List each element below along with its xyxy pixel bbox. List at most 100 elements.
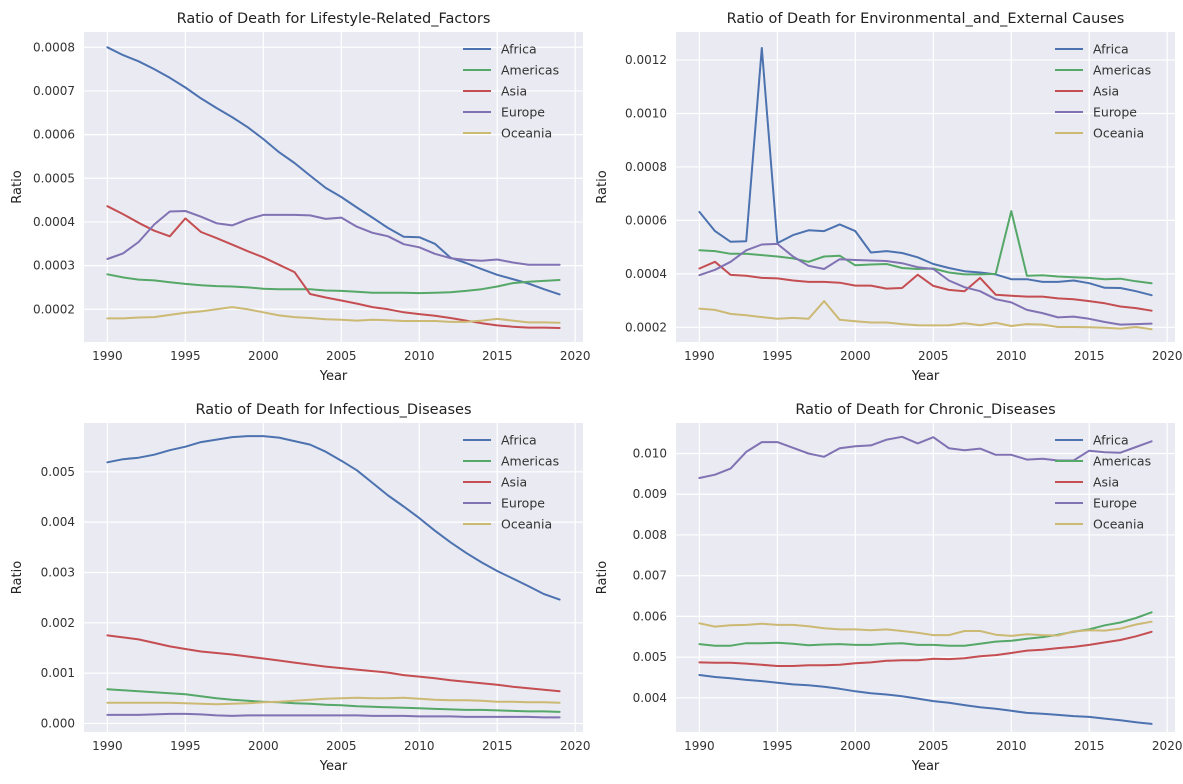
y-axis-label: Ratio	[595, 561, 610, 594]
x-tick-label: 2010	[404, 739, 435, 753]
x-tick-label: 2000	[840, 349, 871, 363]
x-axis-label: Year	[319, 369, 348, 384]
series-line-oceania	[106, 306, 561, 324]
y-tick-label: 0.000	[41, 716, 75, 730]
chart-1: 1990 1995 2000 2005 2010 2015 2020 0.0002 0.0003…	[10, 11, 590, 384]
y-tick-label: 0.004	[41, 515, 75, 529]
x-tick-label: 2005	[326, 739, 357, 753]
legend-label: Asia	[501, 475, 527, 490]
y-tick-label: 0.0005	[33, 171, 75, 185]
series-line-asia	[698, 630, 1153, 667]
legend-label: Americas	[501, 63, 559, 78]
x-axis-label: Year	[911, 759, 940, 774]
x-tick-label: 2015	[482, 349, 513, 363]
x-tick-label: 2010	[996, 349, 1027, 363]
series-line-europe	[698, 435, 1153, 479]
y-tick-label: 0.005	[633, 650, 667, 664]
y-tick-label: 0.010	[633, 447, 667, 461]
legend-label: Asia	[1093, 84, 1119, 99]
y-tick-label: 0.0003	[33, 259, 75, 273]
y-tick-label: 0.0006	[33, 128, 75, 142]
chart-title: Ratio of Death for Lifestyle-Related_Fac…	[177, 11, 491, 27]
legend-label: Oceania	[501, 517, 552, 532]
legend-label: Oceania	[1093, 126, 1144, 141]
y-tick-label: 0.001	[41, 666, 75, 680]
y-tick-label: 0.0012	[625, 53, 667, 67]
y-tick-label: 0.0008	[625, 160, 667, 174]
x-tick-label: 1990	[684, 349, 715, 363]
x-tick-label: 1995	[762, 739, 793, 753]
y-tick-label: 0.003	[41, 565, 75, 579]
legend-label: Africa	[501, 42, 537, 57]
series-line-africa	[698, 47, 1153, 297]
x-tick-label: 2020	[1152, 739, 1183, 753]
legend-label: Americas	[501, 454, 559, 469]
y-axis-label: Ratio	[595, 170, 610, 203]
x-axis-label: Year	[911, 369, 940, 384]
plot-area	[676, 423, 1175, 732]
y-tick-label: 0.0006	[625, 213, 667, 227]
y-tick-label: 0.0004	[625, 267, 667, 281]
y-tick-label: 0.0004	[33, 215, 75, 229]
y-tick-label: 0.008	[633, 528, 667, 542]
y-tick-label: 0.009	[633, 487, 667, 501]
x-tick-label: 2005	[918, 349, 949, 363]
y-axis-label: Ratio	[10, 170, 25, 203]
legend-label: Europe	[501, 105, 545, 120]
x-tick-label: 2000	[840, 739, 871, 753]
x-tick-label: 2000	[248, 349, 279, 363]
legend-label: Africa	[501, 433, 537, 448]
x-tick-label: 2015	[1074, 349, 1105, 363]
legend-label: Africa	[1093, 433, 1129, 448]
x-tick-label: 2015	[1074, 739, 1105, 753]
series-line-americas	[106, 273, 561, 295]
series-line-oceania	[106, 696, 561, 706]
legend-label: Africa	[1093, 42, 1129, 57]
y-tick-label: 0.007	[633, 569, 667, 583]
series-line-oceania	[698, 620, 1153, 637]
x-tick-label: 1995	[762, 349, 793, 363]
x-tick-label: 2005	[918, 739, 949, 753]
chart-3: 1990 1995 2000 2005 2010 2015 2020 0.000 0.001 0.…	[10, 402, 590, 774]
legend-label: Europe	[1093, 105, 1137, 120]
series-line-europe	[106, 712, 561, 719]
x-tick-label: 1990	[684, 739, 715, 753]
x-tick-label: 1995	[170, 739, 201, 753]
y-tick-label: 0.0010	[625, 107, 667, 121]
x-tick-label: 2010	[996, 739, 1027, 753]
y-axis-label: Ratio	[10, 561, 25, 594]
legend-label: Europe	[501, 496, 545, 511]
series-line-asia	[106, 205, 561, 329]
x-tick-label: 2010	[404, 349, 435, 363]
chart-2: 1990 1995 2000 2005 2010 2015 2020 0.0002 0.0004…	[595, 11, 1182, 384]
chart-4: 1990 1995 2000 2005 2010 2015 2020 0.004 0.005 0.…	[595, 402, 1182, 774]
legend-label: Americas	[1093, 63, 1151, 78]
series-line-europe	[698, 242, 1153, 326]
x-tick-label: 2000	[248, 739, 279, 753]
plot-area	[84, 423, 583, 732]
series-line-oceania	[698, 300, 1153, 331]
plot-area	[84, 32, 583, 342]
y-tick-label: 0.0002	[33, 302, 75, 316]
x-axis-label: Year	[319, 759, 348, 774]
y-tick-label: 0.004	[633, 691, 667, 705]
series-line-europe	[106, 210, 561, 266]
x-tick-label: 1990	[92, 739, 123, 753]
x-tick-label: 2005	[326, 349, 357, 363]
x-tick-label: 1995	[170, 349, 201, 363]
legend-label: Asia	[1093, 475, 1119, 490]
x-tick-label: 2020	[1152, 349, 1183, 363]
series-line-asia	[106, 634, 561, 693]
y-tick-label: 0.002	[41, 616, 75, 630]
y-tick-label: 0.0002	[625, 320, 667, 334]
y-tick-label: 0.005	[41, 465, 75, 479]
y-tick-label: 0.006	[633, 609, 667, 623]
x-tick-label: 2015	[482, 739, 513, 753]
legend-label: Oceania	[501, 126, 552, 141]
x-tick-label: 1990	[92, 349, 123, 363]
series-line-americas	[106, 688, 561, 713]
series-line-asia	[698, 260, 1153, 312]
series-line-africa	[698, 674, 1153, 725]
x-tick-label: 2020	[560, 349, 591, 363]
